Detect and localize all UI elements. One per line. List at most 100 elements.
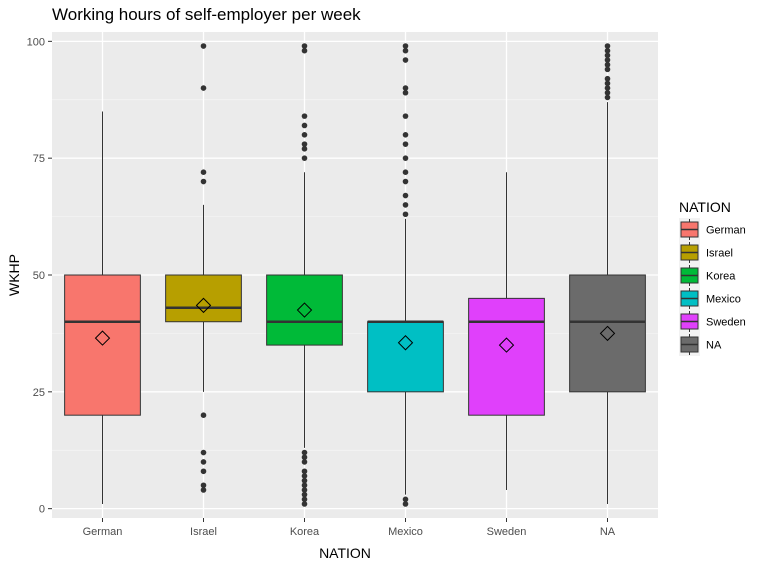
mean-marker	[498, 337, 515, 353]
outlier-point	[402, 202, 409, 208]
outlier-point	[301, 141, 308, 147]
x-tick-label: Sweden	[487, 526, 527, 538]
outlier-point	[402, 57, 409, 63]
y-tick-label: 75	[33, 153, 45, 165]
outlier-point	[604, 43, 611, 49]
y-tick-label: 25	[33, 387, 45, 399]
outlier-point	[301, 496, 308, 503]
outlier-point	[301, 468, 308, 475]
box-mexico	[367, 43, 444, 507]
x-tick-label: Israel	[190, 526, 217, 538]
outlier-point	[301, 122, 308, 129]
outlier-point	[301, 449, 308, 456]
outlier-point	[402, 496, 409, 503]
y-tick-label: 100	[27, 36, 45, 48]
outlier-point	[604, 80, 611, 87]
legend-label: Israel	[706, 248, 733, 260]
outlier-point	[604, 94, 611, 101]
box-sweden	[468, 172, 545, 490]
outlier-point	[301, 487, 308, 493]
outlier-point	[200, 459, 207, 465]
outlier-point	[200, 169, 207, 175]
outlier-point	[301, 47, 308, 54]
outlier-point	[301, 477, 308, 484]
outlier-point	[604, 47, 611, 54]
outlier-point	[402, 113, 409, 119]
legend-item-sweden: Sweden	[679, 310, 746, 333]
outlier-point	[402, 169, 409, 175]
outlier-point	[200, 487, 207, 493]
legend-label: Mexico	[706, 294, 741, 306]
boxes	[64, 43, 646, 507]
y-axis-ticks: 0 25 50 75 100	[27, 36, 52, 516]
outlier-point	[604, 75, 611, 82]
legend: NATION German Israel Korea Mexico Sweden NA	[679, 199, 746, 356]
outlier-point	[301, 132, 308, 138]
x-tick-label: Mexico	[388, 526, 423, 538]
mean-marker	[599, 325, 616, 342]
outlier-point	[402, 211, 409, 218]
outlier-point	[301, 491, 308, 498]
outlier-point	[402, 155, 409, 161]
outlier-point	[402, 132, 409, 138]
outlier-point	[301, 155, 308, 161]
outlier-point	[301, 43, 308, 49]
box-na	[569, 43, 646, 504]
box-german	[64, 111, 141, 504]
legend-item-mexico: Mexico	[679, 287, 741, 310]
outlier-point	[604, 57, 611, 63]
outlier-point	[301, 459, 308, 465]
outlier-point	[402, 47, 409, 54]
iqr-box	[569, 274, 646, 393]
outlier-point	[604, 61, 611, 68]
chart-title: Working hours of self-employer per week	[52, 5, 361, 24]
outlier-point	[402, 89, 409, 96]
y-tick-label: 50	[33, 270, 45, 282]
legend-label: German	[706, 225, 746, 237]
outlier-point	[402, 192, 409, 199]
legend-item-german: German	[679, 218, 746, 241]
legend-label: NA	[706, 340, 722, 352]
legend-item-israel: Israel	[679, 241, 733, 264]
outlier-point	[301, 113, 308, 119]
mean-marker	[195, 297, 212, 314]
outlier-point	[200, 412, 207, 418]
x-tick-label: German	[83, 526, 123, 538]
outlier-point	[402, 85, 409, 91]
x-tick-label: Korea	[290, 526, 320, 538]
outlier-point	[402, 501, 409, 507]
iqr-box	[468, 297, 545, 416]
box-korea	[266, 43, 343, 507]
outlier-point	[604, 89, 611, 96]
outlier-point	[402, 43, 409, 49]
x-axis-title: NATION	[319, 545, 371, 561]
outlier-point	[200, 43, 207, 49]
legend-item-na: NA	[679, 333, 722, 356]
y-axis-title: WKHP	[6, 254, 22, 296]
legend-label: Sweden	[706, 317, 746, 329]
outlier-point	[200, 178, 207, 185]
outlier-point	[301, 454, 308, 461]
outlier-point	[301, 501, 308, 507]
outlier-point	[301, 482, 308, 489]
outlier-point	[604, 85, 611, 91]
box-israel	[165, 43, 242, 493]
outlier-point	[402, 178, 409, 185]
outlier-point	[200, 449, 207, 456]
legend-label: Korea	[706, 271, 736, 283]
outlier-point	[200, 85, 207, 91]
x-axis-ticks: German Israel Korea Mexico Sweden NA	[83, 518, 616, 538]
legend-item-korea: Korea	[679, 264, 736, 287]
outlier-point	[604, 52, 611, 59]
outlier-point	[200, 468, 207, 475]
outlier-point	[604, 66, 611, 73]
y-tick-label: 0	[39, 504, 45, 516]
mean-marker	[94, 330, 111, 346]
legend-title: NATION	[679, 199, 731, 215]
iqr-box	[266, 274, 343, 346]
iqr-box	[367, 321, 444, 393]
mean-marker	[296, 302, 313, 318]
outlier-point	[200, 482, 207, 489]
outlier-point	[301, 473, 308, 479]
